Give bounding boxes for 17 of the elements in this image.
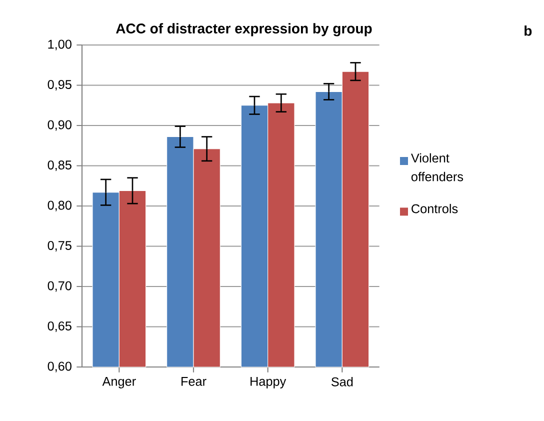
y-tick-label: 0,90 xyxy=(48,120,72,131)
text: b xyxy=(524,26,532,36)
y-tick-label: 1,00 xyxy=(48,40,72,50)
x-tick-label: Sad xyxy=(331,377,353,386)
y-tick-label: 0,75 xyxy=(48,241,72,252)
y-tick-label: 0,65 xyxy=(48,322,72,332)
y-tick-label: 0,85 xyxy=(48,160,72,171)
x-tick-label: Fear xyxy=(182,377,206,386)
chart-title: ACC of distracter expression by group xyxy=(116,23,372,36)
x-tick-label: Happy xyxy=(250,377,286,388)
y-tick-label: 0,95 xyxy=(48,80,72,90)
legend-label: Controls xyxy=(412,204,458,214)
y-tick-label: 0,70 xyxy=(48,281,72,292)
y-tick-label: 0,80 xyxy=(48,200,72,212)
x-tick-label: Anger xyxy=(102,377,136,388)
legend-label: Violent offenders xyxy=(410,153,464,182)
y-tick-label: 0,60 xyxy=(48,362,72,372)
